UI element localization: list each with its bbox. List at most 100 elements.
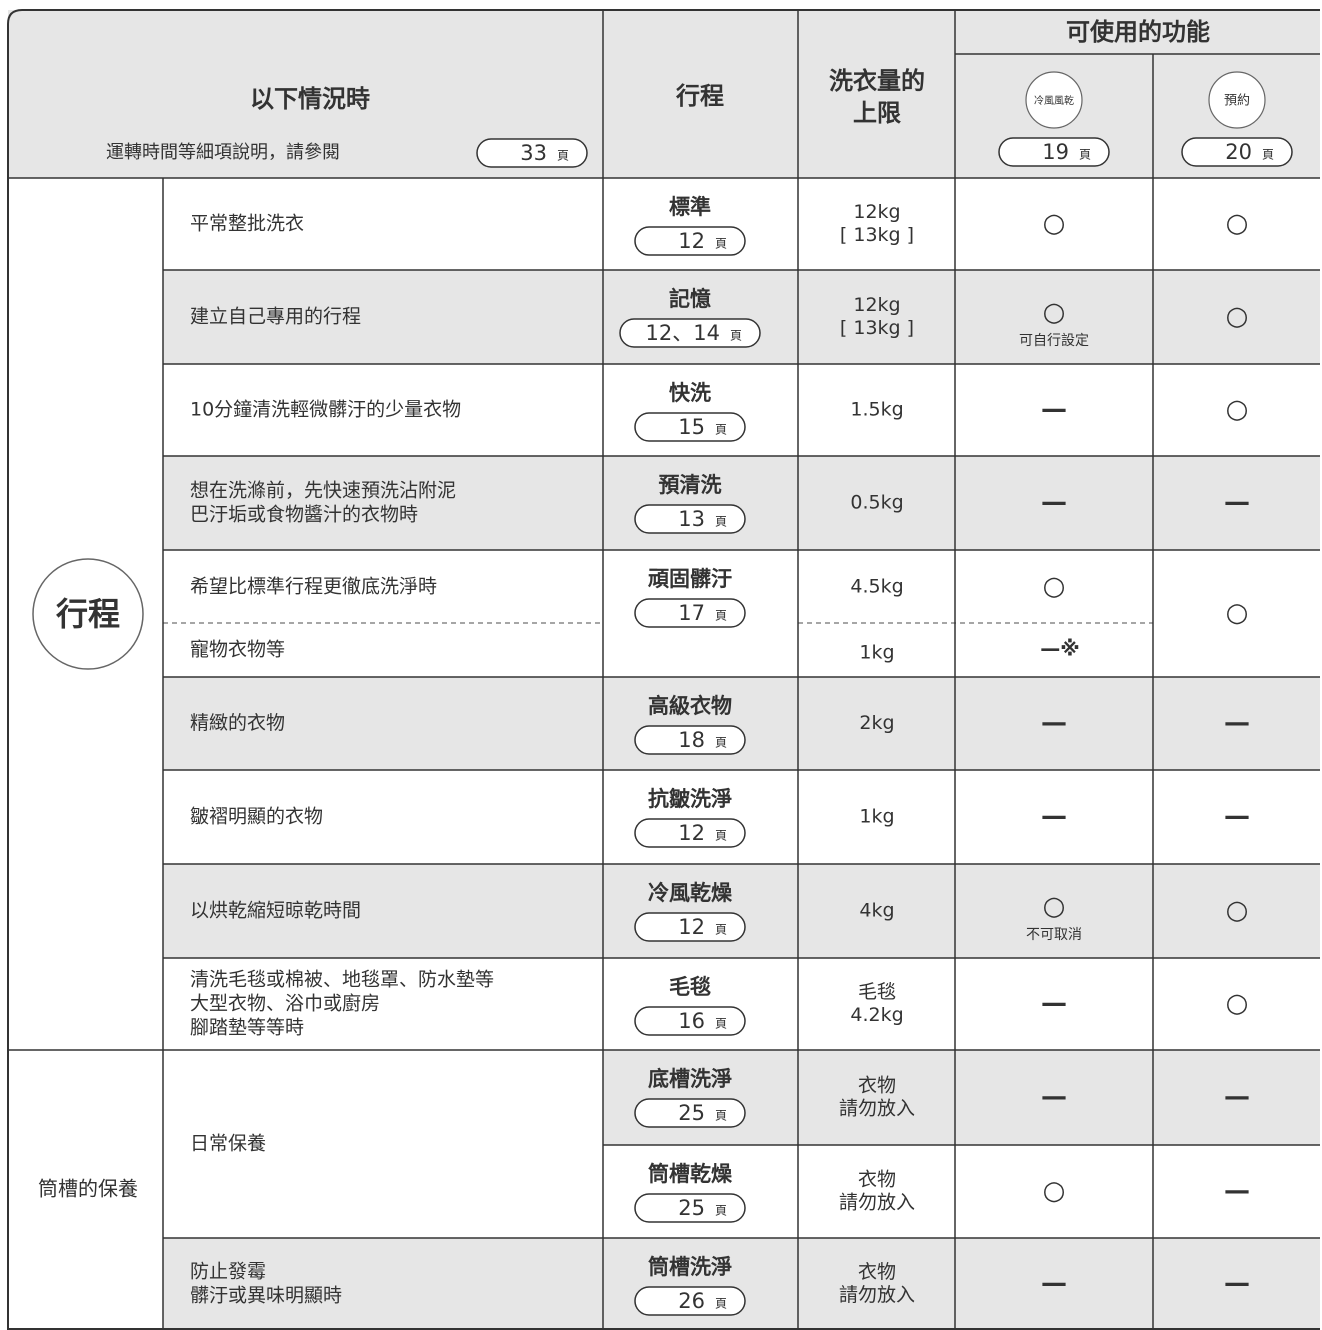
page-pill	[619, 318, 761, 348]
situation: 防止發霉	[190, 1261, 266, 1283]
program-name: 記憶	[669, 287, 711, 311]
page-number: 12	[678, 915, 705, 939]
situation: 腳踏墊等等時	[190, 1017, 304, 1039]
cold-air-mark: —	[1041, 989, 1067, 1019]
page-unit: 頁	[730, 329, 742, 343]
reserve-mark: ○	[1226, 302, 1249, 332]
page-unit: 頁	[715, 609, 727, 623]
page-pill	[1181, 137, 1293, 167]
page-pill	[634, 504, 746, 534]
cold-air-mark: ○	[1043, 1176, 1066, 1206]
page-pill	[634, 598, 746, 628]
reserve-mark: ○	[1226, 598, 1249, 628]
capacity: 衣物	[858, 1075, 896, 1097]
page-unit: 頁	[715, 515, 727, 529]
row-bg	[163, 456, 1320, 550]
page-pill	[634, 912, 746, 942]
page-number: 17	[678, 601, 705, 625]
reserve-mark: ○	[1226, 896, 1249, 926]
reserve-mark: ○	[1226, 209, 1249, 239]
capacity: 4.2kg	[850, 1004, 903, 1026]
program-name: 標準	[669, 195, 711, 219]
situation: 平常整批洗衣	[190, 213, 304, 235]
backgrounds	[8, 10, 1320, 1330]
page-pill	[634, 1006, 746, 1036]
cold-air-mark: —	[1041, 395, 1067, 425]
program-name: 預清洗	[659, 473, 722, 497]
page-unit: 頁	[715, 237, 727, 251]
page-number: 26	[678, 1289, 705, 1313]
function-badge	[1208, 71, 1266, 129]
page-pill	[634, 226, 746, 256]
cold-air-mark: ○	[1043, 892, 1066, 922]
situation: 以烘乾縮短晾乾時間	[190, 900, 361, 922]
reserve-mark: —	[1224, 708, 1250, 738]
page-number: 18	[678, 728, 705, 752]
cold-air-mark: —	[1041, 1082, 1067, 1112]
cold-air-mark: ○	[1043, 572, 1066, 602]
page-number: 16	[678, 1009, 705, 1033]
page-unit: 頁	[1079, 148, 1091, 162]
page-unit: 頁	[715, 1017, 727, 1031]
page-unit: 頁	[715, 1109, 727, 1123]
capacity: 4kg	[859, 900, 894, 922]
program-name: 筒槽洗淨	[648, 1255, 732, 1279]
page-pill	[634, 1098, 746, 1128]
situation: 建立自己專用的行程	[190, 306, 361, 328]
page-pill	[634, 1193, 746, 1223]
page-pill	[634, 818, 746, 848]
lines	[7, 9, 1320, 1330]
capacity: 12kg	[853, 201, 900, 223]
page-unit: 頁	[557, 149, 569, 163]
group-label: 筒槽的保養	[38, 1177, 138, 1201]
page-pill	[998, 137, 1110, 167]
capacity: [ 13kg ]	[840, 224, 914, 246]
program-name: 高級衣物	[648, 694, 732, 718]
row-bg	[163, 1238, 1320, 1330]
page-pill	[634, 412, 746, 442]
page-unit: 頁	[715, 1204, 727, 1218]
cold-air-mark: ○	[1043, 209, 1066, 239]
page-number: 33	[520, 141, 547, 165]
capacity: 12kg	[853, 294, 900, 316]
program-name: 抗皺洗淨	[648, 787, 732, 811]
situation: 髒汙或異味明顯時	[190, 1285, 342, 1307]
page-number: 15	[678, 415, 705, 439]
situation: 清洗毛毯或棉被、地毯罩、防水墊等	[190, 969, 494, 991]
program-name: 底槽洗淨	[648, 1067, 732, 1091]
situation: 10分鐘清洗輕微髒汙的少量衣物	[190, 399, 461, 421]
cell-text: 可使用的功能	[1066, 18, 1210, 46]
page-unit: 頁	[715, 1297, 727, 1311]
situation: 大型衣物、浴巾或廚房	[190, 992, 380, 1015]
cold-air-mark: —	[1041, 1269, 1067, 1299]
capacity: 0.5kg	[850, 492, 903, 514]
page-number: 25	[678, 1196, 705, 1220]
situation: 精緻的衣物	[190, 712, 285, 734]
reserve-mark: —	[1224, 1082, 1250, 1112]
situation: 皺褶明顯的衣物	[190, 806, 323, 828]
capacity: 1.5kg	[850, 399, 903, 421]
reserve-mark: —	[1224, 802, 1250, 832]
cold-air-mark: —	[1041, 488, 1067, 518]
cold-air-note: 可自行設定	[1019, 333, 1089, 349]
function-badge	[1025, 71, 1083, 129]
cell-text: 行程	[675, 82, 724, 110]
page-number: 12	[678, 229, 705, 253]
page-number: 12	[678, 821, 705, 845]
cold-air-mark: —	[1041, 802, 1067, 832]
page-unit: 頁	[715, 923, 727, 937]
program-name: 毛毯	[669, 975, 711, 999]
capacity: 2kg	[859, 712, 894, 734]
page-number: 19	[1042, 140, 1069, 164]
table-border	[7, 9, 1320, 1330]
capacity: 衣物	[858, 1169, 896, 1191]
page-number: 12、14	[646, 321, 720, 345]
situation: 巴汙垢或食物醬汁的衣物時	[190, 504, 418, 526]
program-name: 筒槽乾燥	[648, 1162, 733, 1186]
capacity: 4.5kg	[850, 576, 903, 598]
page-unit: 頁	[715, 829, 727, 843]
row-bg	[603, 1050, 1320, 1145]
